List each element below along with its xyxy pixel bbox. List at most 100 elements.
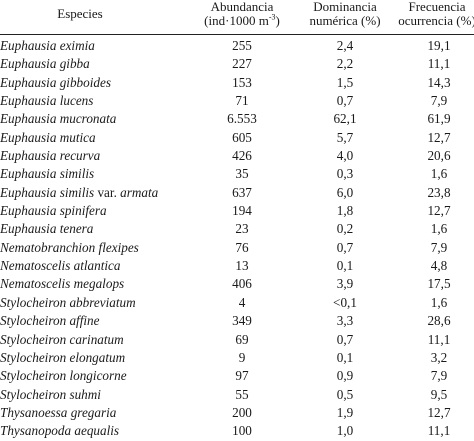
table-body: Euphausia eximia 255 2,4 19,1 Euphausia gibb… [0, 37, 474, 441]
species-name: Nematobranchion flexipes [0, 239, 139, 255]
species-variety-name: armata [120, 184, 159, 200]
species-cell: Euphausia spinifera [0, 202, 190, 220]
abundance-cell: 200 [232, 404, 252, 420]
species-cell: Euphausia eximia [0, 37, 190, 55]
frequency-cell: 17,5 [427, 276, 451, 292]
header-frequency: Frecuencia ocurrencia (%) [382, 0, 474, 28]
dominance-cell: 2,4 [336, 38, 354, 53]
frequency-cell: 11,1 [427, 56, 451, 72]
dominance-cell: 0,7 [336, 239, 354, 255]
dominance-cell: 0,2 [336, 221, 354, 237]
species-name: Stylocheiron carinatum [0, 331, 124, 347]
species-name: Stylocheiron longicorne [0, 368, 127, 384]
species-name: Euphausia mucronata [0, 111, 117, 127]
frequency-cell: 23,8 [427, 184, 451, 200]
frequency-cell: 4,8 [430, 258, 448, 274]
abundance-cell: 23 [235, 221, 249, 237]
table-row: Euphausia lucens 71 0,7 7,9 [0, 92, 474, 110]
abundance-cell: 637 [232, 184, 252, 200]
frequency-cell: 28,6 [427, 313, 451, 329]
table-row: Stylocheiron carinatum 69 0,7 11,1 [0, 331, 474, 349]
table-row: Euphausia mucronata 6.553 62,1 61,9 [0, 110, 474, 128]
table-row: Stylocheiron suhmi 55 0,5 9,5 [0, 386, 474, 404]
abundance-cell: 605 [232, 129, 252, 145]
table-row: Thysanoessa gregaria 200 1,9 12,7 [0, 404, 474, 422]
species-cell: Thysanopoda aequalis [0, 422, 190, 440]
abundance-cell: 9 [238, 349, 246, 365]
species-name: Euphausia mutica [0, 129, 96, 145]
frequency-cell: 14,3 [427, 74, 451, 90]
header-frequency-line2: ocurrencia (%) [398, 13, 474, 28]
table-row: Nematoscelis megalops 406 3,9 17,5 [0, 275, 474, 293]
abundance-cell: 55 [235, 386, 249, 402]
species-name: Euphausia spinifera [0, 203, 107, 219]
table-row: Euphausia gibba 227 2,2 11,1 [0, 55, 474, 73]
species-cell: Stylocheiron suhmi [0, 386, 190, 404]
table-row: Euphausia mutica 605 5,7 12,7 [0, 129, 474, 147]
species-cell: Thysanoessa gregaria [0, 404, 190, 422]
abundance-cell: 349 [232, 313, 252, 329]
frequency-cell: 1,6 [430, 294, 448, 310]
abundance-cell: 4 [238, 294, 246, 310]
species-cell: Stylocheiron longicorne [0, 367, 190, 385]
species-name: Stylocheiron elongatum [0, 349, 126, 365]
header-dominance-line2: numérica (%) [309, 13, 381, 28]
dominance-cell: 0,3 [336, 166, 354, 182]
species-name: Euphausia recurva [0, 148, 101, 164]
species-cell: Euphausia mucronata [0, 110, 190, 128]
species-variety-label: var. [94, 184, 121, 200]
species-name: Euphausia tenera [0, 221, 94, 237]
table-row: Euphausia spinifera 194 1,8 12,7 [0, 202, 474, 220]
table-row: Stylocheiron elongatum 9 0,1 3,2 [0, 349, 474, 367]
dominance-cell: 3,9 [336, 276, 354, 292]
species-cell: Stylocheiron affine [0, 312, 190, 330]
table-row: Euphausia similis 35 0,3 1,6 [0, 165, 474, 183]
species-cell: Nematobranchion flexipes [0, 239, 190, 257]
abundance-cell: 13 [235, 258, 249, 274]
header-abundance: Abundancia (ind·1000 m-3) [186, 0, 298, 28]
abundance-cell: 69 [235, 331, 249, 347]
table-row: Nematobranchion flexipes 76 0,7 7,9 [0, 239, 474, 257]
abundance-cell: 153 [232, 74, 252, 90]
species-name: Euphausia lucens [0, 93, 94, 109]
species-name: Thysanoessa gregaria [0, 404, 117, 420]
table-row: Nematoscelis atlantica 13 0,1 4,8 [0, 257, 474, 275]
header-abundance-close: ) [275, 13, 280, 28]
species-name: Stylocheiron suhmi [0, 386, 101, 402]
species-name: Nematoscelis megalops [0, 276, 125, 292]
frequency-cell: 11,1 [427, 331, 451, 347]
species-name: Stylocheiron abbreviatum [0, 294, 136, 310]
dominance-cell: 6,0 [336, 184, 354, 200]
abundance-cell: 255 [232, 38, 252, 53]
table-header: Especies Abundancia (ind·1000 m-3) Domin… [0, 0, 474, 35]
header-frequency-line1: Frecuencia [408, 0, 466, 14]
abundance-cell: 76 [235, 239, 249, 255]
species-cell: Stylocheiron carinatum [0, 331, 190, 349]
dominance-cell: 0,5 [336, 386, 354, 402]
species-name: Euphausia eximia [0, 38, 95, 53]
frequency-cell: 3,2 [430, 349, 448, 365]
frequency-cell: 7,9 [430, 239, 448, 255]
species-name: Euphausia gibba [0, 56, 90, 72]
table-row: Stylocheiron longicorne 97 0,9 7,9 [0, 367, 474, 385]
frequency-cell: 20,6 [427, 148, 451, 164]
species-cell: Euphausia lucens [0, 92, 190, 110]
dominance-cell: 0,1 [336, 258, 354, 274]
table-row: Euphausia gibboides 153 1,5 14,3 [0, 74, 474, 92]
frequency-cell: 1,6 [430, 166, 448, 182]
abundance-cell: 97 [235, 368, 249, 384]
species-name: Euphausia similis [0, 184, 95, 200]
abundance-cell: 35 [235, 166, 249, 182]
species-cell: Euphausia similis [0, 165, 190, 183]
abundance-cell: 426 [232, 148, 252, 164]
abundance-cell: 71 [235, 93, 249, 109]
frequency-cell: 7,9 [430, 93, 448, 109]
table-row: Euphausia recurva 426 4,0 20,6 [0, 147, 474, 165]
dominance-cell: 1,5 [336, 74, 354, 90]
frequency-cell: 11,1 [427, 423, 451, 439]
dominance-cell: 1,9 [336, 404, 354, 420]
table-row: Euphausia tenera 23 0,2 1,6 [0, 220, 474, 238]
dominance-cell: 5,7 [336, 129, 354, 145]
frequency-cell: 12,7 [427, 203, 451, 219]
table-row: Stylocheiron abbreviatum 4 <0,1 1,6 [0, 294, 474, 312]
